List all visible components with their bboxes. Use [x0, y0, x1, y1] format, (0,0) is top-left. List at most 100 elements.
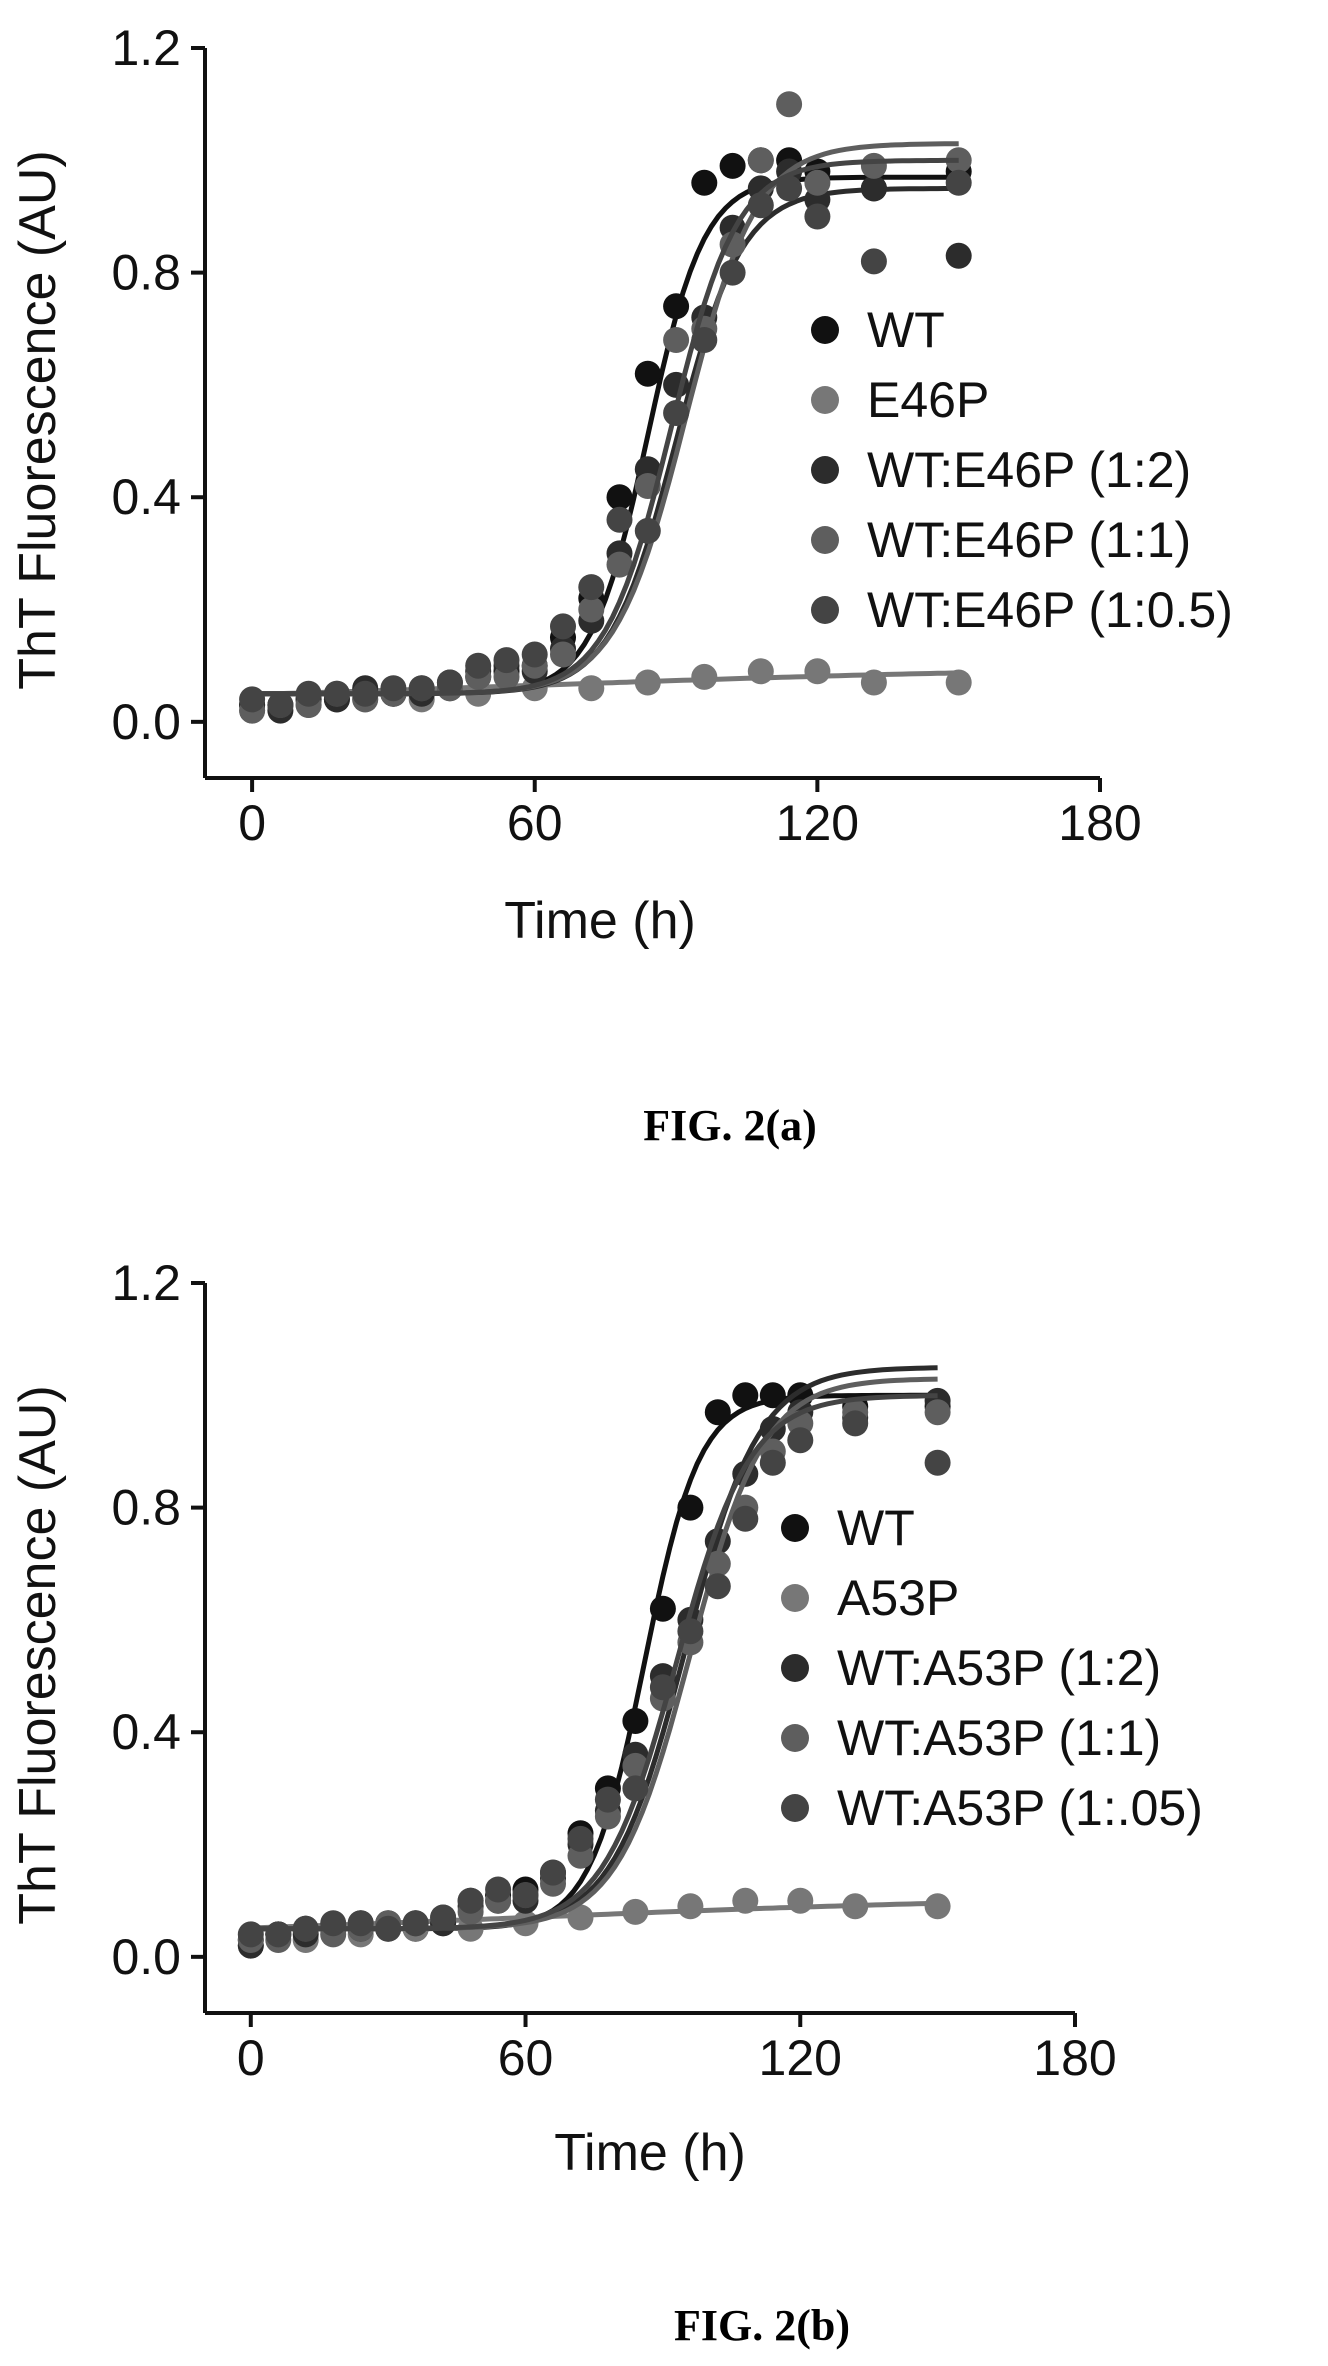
data-point	[804, 658, 831, 685]
data-point	[485, 1876, 512, 1903]
legend-b: WT A53P WT:A53P (1:2) WT:A53P (1:1) WT:A53P …	[781, 1500, 1203, 1836]
legend-marker	[811, 596, 839, 624]
data-point	[457, 1887, 484, 1914]
data-point	[606, 506, 633, 533]
data-point	[691, 169, 718, 196]
legend-label: WT	[867, 302, 945, 358]
x-tick-label: 60	[498, 2030, 554, 2086]
legend-marker	[811, 526, 839, 554]
legend-marker	[811, 316, 839, 344]
legend-label: WT:E46P (1:0.5)	[867, 582, 1233, 638]
legend-marker	[811, 456, 839, 484]
axes-a: 0.0 0.4 0.8 1.2 0 60 120 180	[111, 20, 1141, 851]
data-point	[759, 1449, 786, 1476]
data-point	[759, 1382, 786, 1409]
data-point	[578, 675, 605, 702]
data-point	[924, 1449, 951, 1476]
data-point	[691, 327, 718, 353]
data-point	[732, 1887, 759, 1914]
x-axis-title-b: Time (h)	[554, 2124, 746, 2182]
y-tick-label: 1.2	[111, 20, 181, 76]
legend-marker	[781, 1584, 809, 1612]
x-tick-label: 120	[759, 2030, 842, 2086]
data-point	[677, 1494, 704, 1521]
data-point	[842, 1893, 869, 1920]
data-point	[267, 692, 294, 718]
data-point	[521, 641, 548, 668]
data-point	[380, 675, 407, 702]
data-point	[719, 259, 746, 286]
data-point	[622, 1898, 649, 1925]
data-point	[804, 203, 831, 230]
y-tick-label: 0.4	[111, 1704, 181, 1760]
legend-marker	[781, 1654, 809, 1682]
data-point	[776, 175, 803, 202]
data-point	[622, 1775, 649, 1802]
y-tick-label: 1.2	[111, 1255, 181, 1311]
data-point	[352, 680, 379, 707]
data-point	[493, 647, 520, 674]
fit-curve	[252, 141, 959, 697]
data-point	[347, 1910, 374, 1937]
data-point	[787, 1887, 814, 1914]
data-point	[663, 400, 690, 426]
y-tick-label: 0.8	[111, 245, 181, 301]
data-point	[295, 680, 322, 707]
y-axis-title-b: ThT Fluorescence (AU)	[9, 1385, 67, 1924]
chart-panel-a: 0.0 0.4 0.8 1.2 0 60 120 180 ThT Fluorescence (…	[9, 20, 1233, 1150]
fit-curve	[250, 1392, 938, 1932]
data-point	[747, 658, 774, 685]
data-point	[677, 1618, 704, 1645]
data-point	[430, 1904, 457, 1931]
data-point	[634, 669, 661, 696]
legend-label: WT:E46P (1:1)	[867, 512, 1191, 568]
data-point	[860, 669, 887, 696]
legend-label: WT:E46P (1:2)	[867, 442, 1191, 498]
data-point	[860, 248, 887, 275]
data-point	[804, 169, 831, 196]
data-point	[465, 652, 492, 679]
legend-marker	[781, 1514, 809, 1542]
legend-label: E46P	[867, 372, 989, 428]
data-point	[663, 293, 690, 320]
data-point	[704, 1573, 731, 1600]
x-tick-label: 0	[238, 795, 266, 851]
legend-marker	[781, 1794, 809, 1822]
data-point	[649, 1674, 676, 1701]
data-point	[732, 1382, 759, 1409]
data-point	[239, 686, 266, 713]
data-point	[402, 1910, 429, 1937]
data-point	[578, 574, 605, 601]
figure-caption-a: FIG. 2(a)	[643, 1101, 817, 1150]
data-point	[842, 1410, 869, 1437]
data-point	[550, 641, 576, 668]
y-tick-label: 0.0	[111, 694, 181, 750]
x-axis-title-a: Time (h)	[504, 892, 696, 950]
legend-label: WT:A53P (1:2)	[837, 1640, 1161, 1696]
data-point	[945, 242, 972, 269]
data-point	[436, 669, 463, 696]
x-tick-label: 180	[1058, 795, 1141, 851]
fit-curve	[252, 157, 959, 697]
legend-label: WT	[837, 1500, 915, 1556]
y-tick-label: 0.0	[111, 1929, 181, 1985]
x-tick-label: 180	[1033, 2030, 1116, 2086]
y-axis-title-a: ThT Fluorescence (AU)	[9, 150, 67, 689]
fit-curve	[252, 174, 959, 697]
figure-caption-b: FIG. 2(b)	[674, 2301, 850, 2350]
axes-b: 0.0 0.4 0.8 1.2 0 60 120 180	[111, 1255, 1116, 2086]
data-point	[663, 327, 690, 353]
data-point	[719, 152, 746, 179]
data-point	[924, 1399, 951, 1426]
legend-label: WT:A53P (1:.05)	[837, 1780, 1203, 1836]
data-point	[787, 1427, 814, 1454]
data-point	[375, 1915, 402, 1942]
legend-label: A53P	[837, 1570, 959, 1626]
data-point	[265, 1921, 292, 1948]
data-point	[408, 675, 435, 702]
y-tick-label: 0.4	[111, 469, 181, 525]
data-point	[578, 596, 605, 623]
data-point	[860, 152, 887, 179]
legend-a: WT E46P WT:E46P (1:2) WT:E46P (1:1) WT:E46P …	[811, 302, 1233, 638]
